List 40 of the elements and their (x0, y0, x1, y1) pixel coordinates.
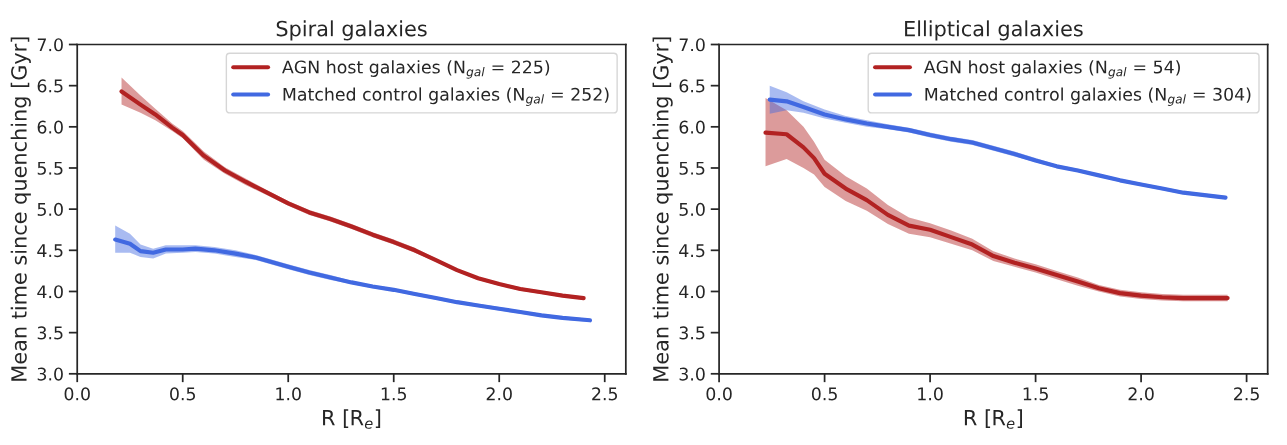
legend-label: Matched control galaxies (N$_{gal}$ = 304) (925, 87, 1251, 106)
y-tick-label: 5.5 (679, 161, 705, 175)
y-tick-label: 7.0 (37, 38, 63, 52)
x-tick-label: 0.0 (64, 387, 90, 401)
x-axis-title: R [R$_{e}$] (323, 409, 381, 429)
chart-title: Elliptical galaxies (905, 20, 1083, 41)
chart-title: Spiral galaxies (276, 20, 427, 41)
y-tick-label: 6.0 (679, 120, 705, 134)
x-tick-label: 0.5 (811, 387, 837, 401)
y-tick-label: 3.5 (679, 326, 705, 340)
x-tick-label: 2.0 (1128, 387, 1154, 401)
x-tick-label: 1.0 (276, 387, 301, 401)
y-tick-label: 5.5 (37, 161, 63, 175)
y-tick-label: 5.0 (679, 202, 705, 216)
legend-label: AGN host galaxies (N$_{gal}$ = 225) (282, 60, 550, 79)
x-tick-label: 0.5 (170, 387, 196, 401)
y-axis-title: Mean time since quenching [Gyr] (652, 37, 673, 381)
y-tick-label: 4.0 (37, 285, 63, 299)
legend-label: Matched control galaxies (N$_{gal}$ = 252) (283, 87, 609, 106)
y-tick-label: 4.5 (679, 244, 705, 258)
x-tick-label: 2.5 (1234, 387, 1259, 401)
x-axis-title: R [R$_{e}$] (964, 409, 1022, 429)
x-tick-label: 1.5 (1023, 387, 1048, 401)
y-tick-label: 7.0 (679, 38, 705, 52)
x-tick-label: 0.0 (706, 387, 732, 401)
x-tick-label: 1.0 (918, 387, 943, 401)
x-tick-label: 2.5 (592, 387, 618, 401)
y-tick-label: 3.0 (679, 367, 705, 381)
y-tick-label: 6.5 (37, 79, 63, 93)
x-tick-label: 1.5 (381, 387, 407, 401)
y-tick-label: 4.0 (679, 285, 705, 299)
legend-label: AGN host galaxies (N$_{gal}$ = 54) (923, 60, 1180, 79)
y-tick-label: 3.5 (37, 326, 63, 340)
y-axis-title: Mean time since quenching [Gyr] (10, 37, 31, 381)
y-tick-label: 6.0 (37, 120, 63, 134)
x-tick-label: 2.0 (486, 387, 512, 401)
y-tick-label: 5.0 (37, 202, 63, 216)
y-tick-label: 6.5 (679, 79, 705, 93)
y-tick-label: 3.0 (37, 367, 63, 381)
y-tick-label: 4.5 (37, 244, 63, 258)
